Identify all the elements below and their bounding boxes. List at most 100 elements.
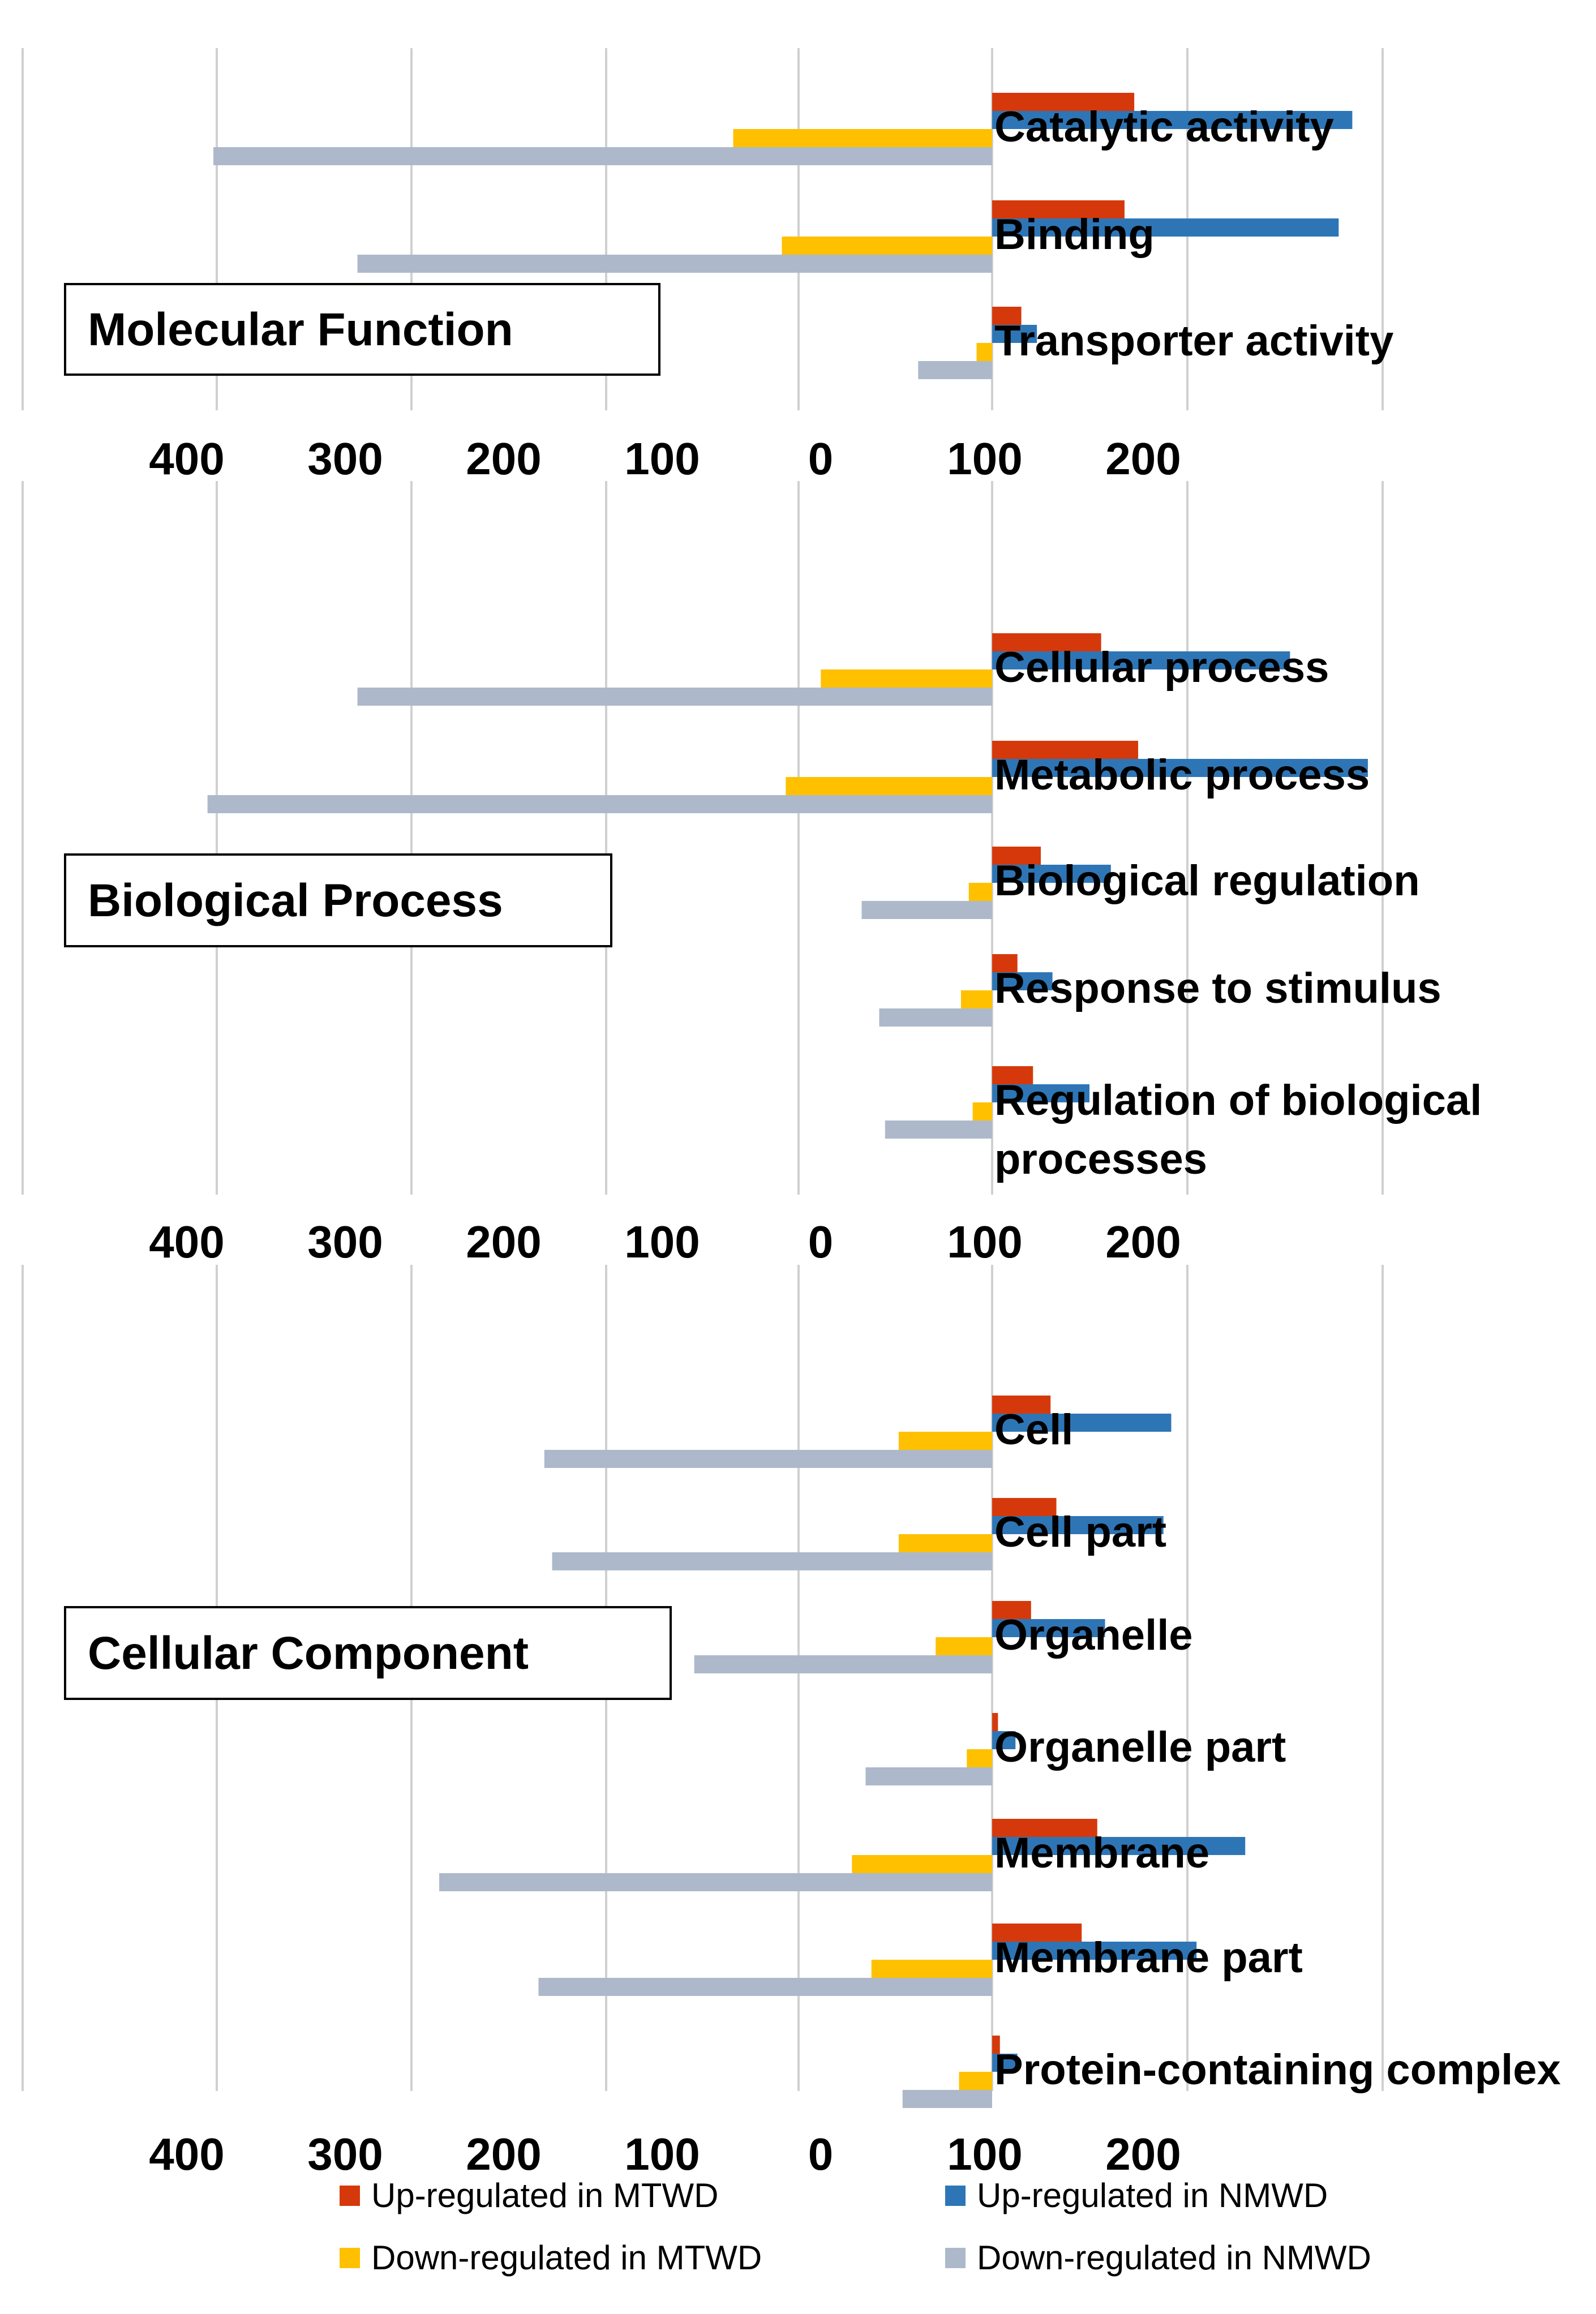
legend-label-down_mtwd: Down-regulated in MTWD	[371, 2239, 762, 2277]
tick-label-biological-process-4: 0	[808, 1217, 834, 1267]
bar-biological-process-regulation-of-biological-processes-up_mtwd	[992, 1066, 1033, 1084]
category-label-transporter-activity: Transporter activity	[994, 317, 1393, 365]
bar-cellular-component-organelle-up_nmwd	[992, 1619, 1105, 1637]
legend-swatch-up_nmwd	[945, 2186, 966, 2206]
bar-biological-process-regulation-of-biological-processes-up_nmwd	[992, 1084, 1089, 1102]
bar-biological-process-cellular-process-down_mtwd	[821, 669, 992, 688]
category-label-regulation-of-biological-processes: Regulation of biological processes	[994, 1076, 1482, 1183]
bar-molecular-function-transporter-activity-down_nmwd	[918, 361, 992, 379]
bar-biological-process-biological-regulation-down_nmwd	[861, 901, 992, 919]
bar-cellular-component-membrane-down_mtwd	[852, 1855, 992, 1873]
bar-cellular-component-cell-down_nmwd	[544, 1450, 992, 1468]
category-label-organelle: Organelle	[994, 1611, 1193, 1659]
category-label-catalytic-activity: Catalytic activity	[994, 103, 1334, 151]
panel-title-molecular-function: Molecular Function	[88, 304, 513, 355]
tick-label-molecular-function-6: 200	[1105, 433, 1181, 484]
bar-molecular-function-catalytic-activity-down_mtwd	[733, 129, 992, 147]
category-label-organelle-part: Organelle part	[994, 1723, 1286, 1771]
bar-cellular-component-membrane-up_mtwd	[992, 1819, 1097, 1837]
bar-cellular-component-organelle-part-down_mtwd	[967, 1749, 992, 1767]
tick-label-cellular-component-5: 100	[947, 2129, 1022, 2179]
bar-cellular-component-organelle-down_mtwd	[936, 1637, 992, 1655]
legend-label-up_mtwd: Up-regulated in MTWD	[371, 2176, 719, 2214]
legend-swatch-down_nmwd	[945, 2248, 966, 2268]
bar-cellular-component-membrane-part-up_mtwd	[992, 1924, 1082, 1942]
bar-cellular-component-membrane-part-up_nmwd	[992, 1942, 1197, 1960]
tick-label-molecular-function-2: 200	[466, 433, 541, 484]
bar-molecular-function-binding-up_nmwd	[992, 218, 1339, 237]
tick-label-cellular-component-4: 0	[808, 2129, 834, 2179]
bar-cellular-component-membrane-part-down_mtwd	[871, 1960, 992, 1978]
tick-label-cellular-component-0: 400	[149, 2129, 224, 2179]
bar-biological-process-response-to-stimulus-up_nmwd	[992, 972, 1053, 990]
tick-label-cellular-component-1: 300	[307, 2129, 383, 2179]
bar-cellular-component-organelle-part-up_nmwd	[992, 1731, 1016, 1749]
category-label-biological-regulation: Biological regulation	[994, 857, 1420, 905]
bar-cellular-component-organelle-up_mtwd	[992, 1601, 1031, 1619]
bar-biological-process-metabolic-process-down_mtwd	[786, 777, 992, 795]
tick-label-biological-process-3: 100	[624, 1217, 700, 1267]
bar-cellular-component-membrane-part-down_nmwd	[538, 1978, 992, 1996]
bar-cellular-component-membrane-up_nmwd	[992, 1837, 1246, 1855]
bar-cellular-component-organelle-part-down_nmwd	[865, 1767, 992, 1785]
panel-title-biological-process: Biological Process	[88, 875, 503, 926]
bar-cellular-component-cell-up_nmwd	[992, 1414, 1172, 1432]
tick-label-molecular-function-0: 400	[149, 433, 224, 484]
category-label-binding: Binding	[994, 211, 1155, 259]
bar-biological-process-cellular-process-down_nmwd	[357, 688, 992, 706]
category-label-cell: Cell	[994, 1406, 1073, 1454]
category-label-cellular-process: Cellular process	[994, 643, 1329, 692]
tick-label-biological-process-0: 400	[149, 1217, 224, 1267]
bar-cellular-component-cell-up_mtwd	[992, 1396, 1051, 1414]
bar-biological-process-cellular-process-up_mtwd	[992, 633, 1101, 651]
category-label-cell-part: Cell part	[994, 1508, 1166, 1556]
bar-biological-process-cellular-process-up_nmwd	[992, 651, 1290, 669]
bar-molecular-function-catalytic-activity-down_nmwd	[213, 147, 992, 165]
category-label-response-to-stimulus: Response to stimulus	[994, 964, 1441, 1012]
tick-label-biological-process-1: 300	[307, 1217, 383, 1267]
legend-swatch-up_mtwd	[340, 2186, 360, 2206]
bar-cellular-component-membrane-down_nmwd	[439, 1873, 992, 1891]
bar-cellular-component-cell-part-down_nmwd	[552, 1552, 992, 1570]
bar-molecular-function-binding-down_mtwd	[782, 237, 992, 255]
tick-label-cellular-component-3: 100	[624, 2129, 700, 2179]
tick-label-biological-process-2: 200	[466, 1217, 541, 1267]
bar-molecular-function-binding-down_nmwd	[357, 255, 992, 273]
bar-cellular-component-cell-part-up_mtwd	[992, 1498, 1057, 1516]
panel-title-box-cellular-component	[64, 1606, 672, 1700]
bar-biological-process-metabolic-process-up_mtwd	[992, 741, 1138, 759]
legend-label-up_nmwd: Up-regulated in NMWD	[977, 2176, 1328, 2214]
bar-biological-process-biological-regulation-up_mtwd	[992, 847, 1041, 865]
bar-molecular-function-catalytic-activity-up_mtwd	[992, 93, 1135, 111]
panel-title-box-molecular-function	[64, 283, 660, 376]
bar-biological-process-regulation-of-biological-processes-down_mtwd	[972, 1102, 992, 1120]
bar-cellular-component-protein-containing-complex-up_mtwd	[992, 2036, 1000, 2054]
legend-label-down_nmwd: Down-regulated in NMWD	[977, 2239, 1371, 2277]
bar-biological-process-biological-regulation-down_mtwd	[968, 883, 992, 901]
category-label-protein-containing-complex: Protein-containing complex	[994, 2046, 1561, 2094]
bar-cellular-component-cell-part-down_mtwd	[898, 1534, 992, 1552]
bar-cellular-component-organelle-part-up_mtwd	[992, 1713, 998, 1731]
category-label-membrane: Membrane	[994, 1829, 1209, 1877]
bar-cellular-component-organelle-down_nmwd	[694, 1655, 992, 1673]
bar-biological-process-metabolic-process-up_nmwd	[992, 759, 1368, 777]
tick-label-molecular-function-4: 0	[808, 433, 834, 484]
bar-cellular-component-protein-containing-complex-down_nmwd	[902, 2090, 992, 2108]
tick-label-cellular-component-2: 200	[466, 2129, 541, 2179]
bar-molecular-function-catalytic-activity-up_nmwd	[992, 111, 1353, 129]
category-label-metabolic-process: Metabolic process	[994, 751, 1370, 799]
bar-cellular-component-protein-containing-complex-up_nmwd	[992, 2054, 1018, 2072]
panel-title-cellular-component: Cellular Component	[88, 1628, 529, 1679]
bar-biological-process-metabolic-process-down_nmwd	[207, 795, 993, 813]
bar-biological-process-biological-regulation-up_nmwd	[992, 865, 1111, 883]
tick-label-cellular-component-6: 200	[1105, 2129, 1181, 2179]
bar-biological-process-regulation-of-biological-processes-down_nmwd	[885, 1120, 992, 1139]
bar-cellular-component-cell-down_mtwd	[898, 1432, 992, 1450]
bar-biological-process-response-to-stimulus-up_mtwd	[992, 954, 1018, 972]
bar-molecular-function-transporter-activity-up_mtwd	[992, 307, 1022, 325]
tick-label-molecular-function-5: 100	[947, 433, 1022, 484]
bar-molecular-function-transporter-activity-up_nmwd	[992, 325, 1037, 343]
tick-label-molecular-function-1: 300	[307, 433, 383, 484]
